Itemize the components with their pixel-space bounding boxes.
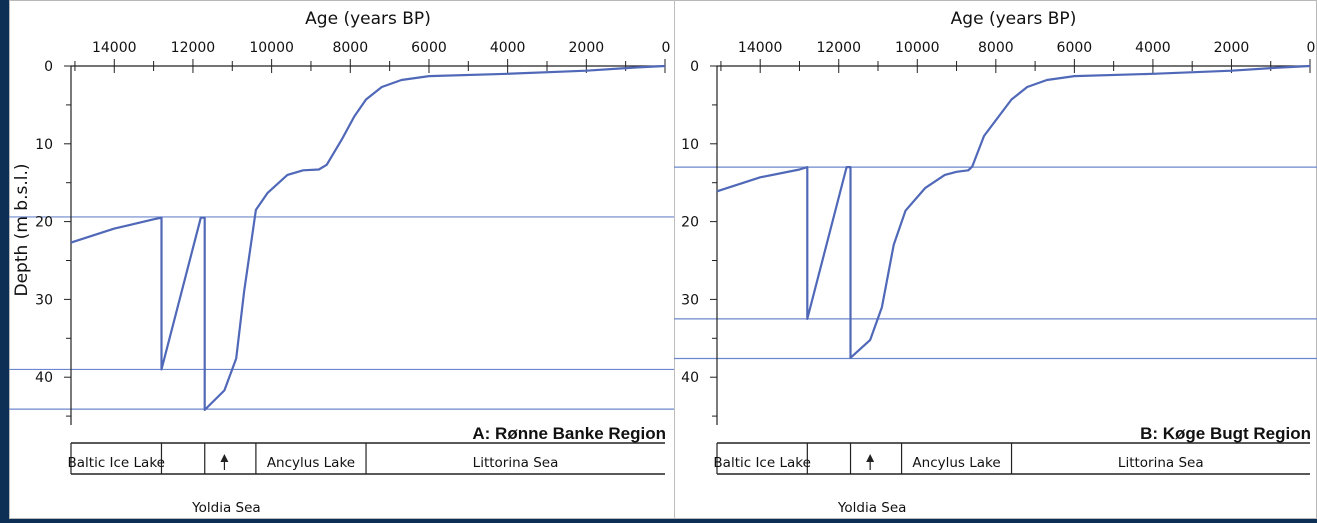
x-tick-label: 4000 (490, 40, 526, 56)
y-tick-label: 20 (681, 215, 699, 231)
y-tick-label: 10 (35, 137, 53, 153)
y-axis-title: Depth (m b.s.l.) (12, 164, 32, 297)
y-tick-label: 30 (35, 292, 53, 308)
x-tick-label: 2000 (569, 40, 605, 56)
yoldia-sea-label: Yoldia Sea (191, 500, 261, 516)
x-tick-label: 8000 (332, 40, 368, 56)
phase-label: Littorina Sea (473, 455, 559, 471)
x-tick-label: 12000 (816, 40, 861, 56)
x-tick-label: 8000 (978, 40, 1014, 56)
x-tick-label: 12000 (171, 40, 216, 56)
yoldia-arrow-head (220, 454, 229, 462)
phase-label: Littorina Sea (1118, 455, 1204, 471)
x-tick-label: 6000 (411, 40, 447, 56)
x-tick-label: 0 (662, 40, 671, 56)
x-tick-label: 10000 (895, 40, 940, 56)
x-tick-label: 4000 (1135, 40, 1171, 56)
phase-label: Baltic Ice Lake (713, 455, 810, 471)
chart-title: B: Køge Bugt Region (1140, 424, 1311, 443)
figure-canvas: 14000 12000 10000 8000 6000 4000 2000 0 Age (yea… (9, 0, 1317, 519)
x-tick-label: 2000 (1214, 40, 1250, 56)
phase-label: Ancylus Lake (912, 455, 1000, 471)
series-line (716, 64, 1311, 359)
y-tick-label: 0 (690, 59, 699, 75)
phase-label: Ancylus Lake (267, 455, 355, 471)
chart-title: A: Rønne Banke Region (472, 424, 666, 443)
x-axis-title: Age (years BP) (305, 9, 431, 29)
x-tick-label: 14000 (738, 40, 783, 56)
phase-label: Baltic Ice Lake (67, 455, 164, 471)
x-tick-label: 0 (1307, 40, 1316, 56)
y-tick-label: 40 (681, 370, 699, 386)
y-tick-label: 30 (681, 292, 699, 308)
y-tick-label: 10 (681, 137, 699, 153)
yoldia-arrow-head (866, 454, 875, 462)
y-tick-label: 40 (35, 370, 53, 386)
x-tick-label: 6000 (1057, 40, 1093, 56)
series-line (70, 64, 666, 411)
chart-panel-a: 14000 12000 10000 8000 6000 4000 2000 0 Age (yea… (9, 9, 674, 516)
x-tick-label: 14000 (92, 40, 137, 56)
chart-panel-b: 14000 12000 10000 8000 6000 4000 2000 0 Age (yea… (674, 9, 1317, 516)
x-tick-label: 10000 (249, 40, 294, 56)
y-tick-label: 0 (44, 59, 53, 75)
x-axis-title: Age (years BP) (951, 9, 1077, 29)
yoldia-sea-label: Yoldia Sea (837, 500, 907, 516)
y-tick-label: 20 (35, 215, 53, 231)
